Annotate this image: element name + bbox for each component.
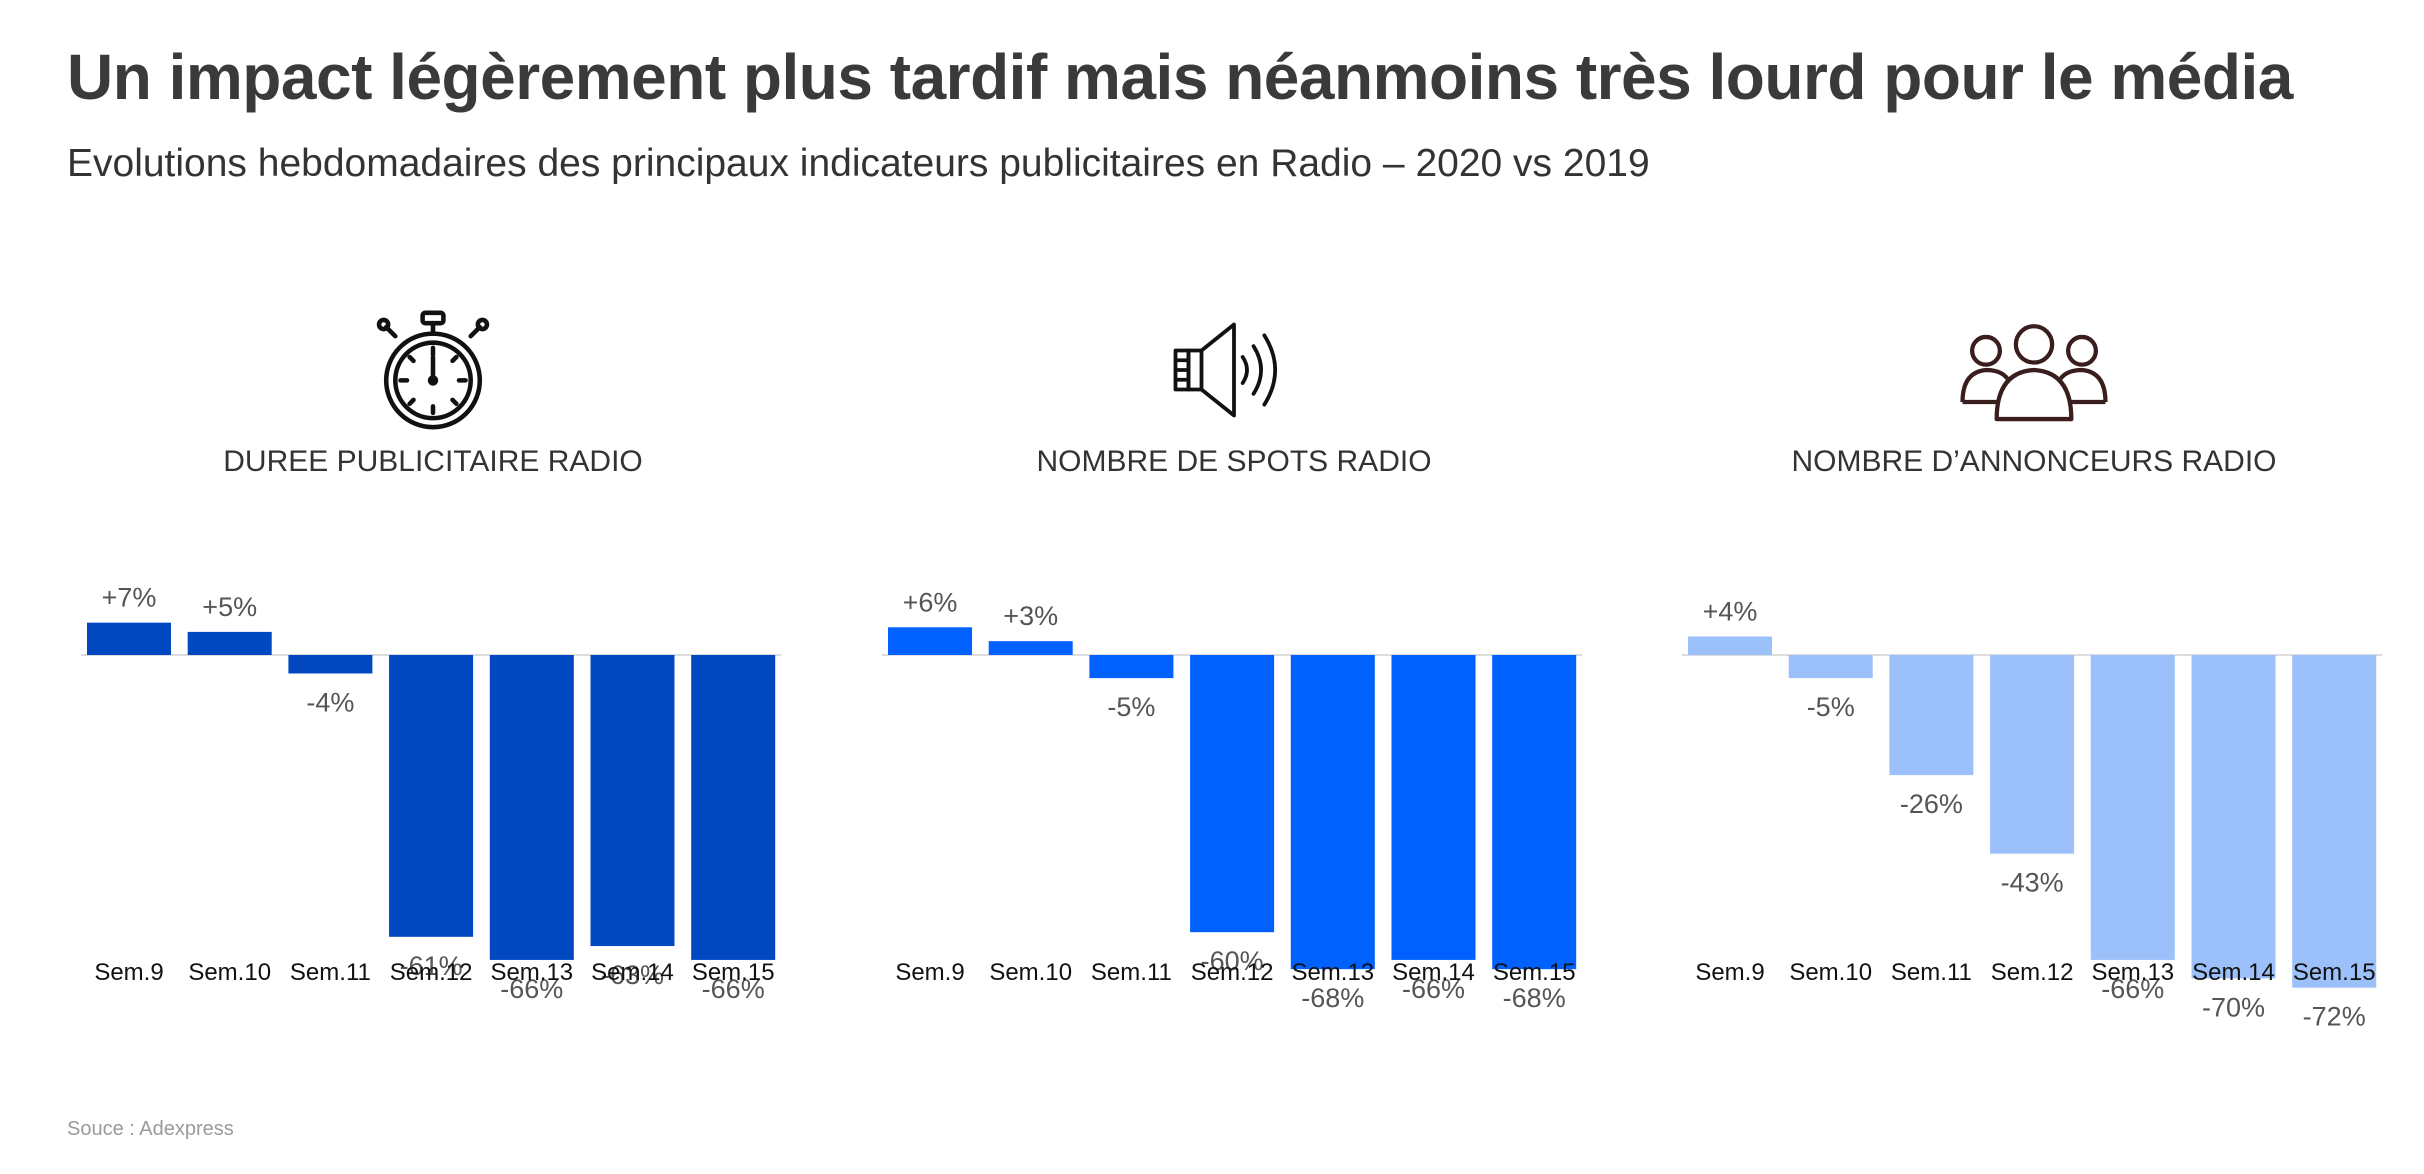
bar xyxy=(1688,636,1772,655)
bar xyxy=(691,655,776,960)
data-label: +6% xyxy=(903,587,958,617)
data-label: +7% xyxy=(102,583,157,613)
data-label: +4% xyxy=(1703,597,1758,627)
bar xyxy=(389,655,474,937)
category-label: Sem.9 xyxy=(94,959,163,986)
category-label: Sem.14 xyxy=(1392,959,1475,986)
category-label: Sem.13 xyxy=(1291,959,1374,986)
bar xyxy=(1089,655,1174,679)
category-label: Sem.14 xyxy=(2192,959,2275,986)
speaker-icon xyxy=(1173,322,1277,418)
data-label: -66% xyxy=(500,974,563,1004)
category-label: Sem.11 xyxy=(1891,959,1972,986)
chart-heading: NOMBRE DE SPOTS RADIO xyxy=(1036,445,1432,478)
data-label: -63% xyxy=(601,960,664,990)
bar xyxy=(288,655,373,674)
page-title: Un impact légèrement plus tardif mais né… xyxy=(67,41,2293,113)
category-label: Sem.9 xyxy=(1695,959,1764,986)
category-label: Sem.13 xyxy=(2091,959,2174,986)
data-label: -4% xyxy=(306,687,354,717)
category-label: Sem.14 xyxy=(591,959,674,986)
category-label: Sem.15 xyxy=(2293,959,2376,986)
data-label: -66% xyxy=(2101,974,2164,1004)
data-label: +5% xyxy=(202,592,257,622)
chart-heading: NOMBRE D’ANNONCEURS RADIO xyxy=(1791,445,2277,478)
chart-panel-spots: NOMBRE DE SPOTS RADIO +6% Sem.9 +3% Sem.10 -… xyxy=(864,300,1604,1090)
data-label: -66% xyxy=(1402,974,1465,1004)
bar xyxy=(1788,655,1873,679)
data-label: -68% xyxy=(1503,983,1566,1013)
source-note: Souce : Adexpress xyxy=(67,1118,234,1140)
chart-panel-duree: DUREE PUBLICITAIRE RADIO +7% Sem.9 +5% Sem.… xyxy=(63,300,803,1090)
category-label: Sem.12 xyxy=(390,959,473,986)
bar xyxy=(590,655,675,947)
bar xyxy=(2292,655,2377,988)
data-label: -72% xyxy=(2303,1002,2366,1032)
data-label: -61% xyxy=(400,951,463,981)
bar xyxy=(888,627,972,655)
category-label: Sem.15 xyxy=(692,959,775,986)
bar xyxy=(1190,655,1275,933)
bar xyxy=(1391,655,1476,960)
category-label: Sem.10 xyxy=(188,959,271,986)
bar xyxy=(489,655,574,960)
bar-chart: +4% Sem.9 -5% Sem.10 -26% Sem.11 -43% Sem.12 -66… xyxy=(1682,597,2383,1032)
chart-heading: DUREE PUBLICITAIRE RADIO xyxy=(223,445,643,478)
bar xyxy=(2090,655,2175,960)
category-label: Sem.13 xyxy=(490,959,573,986)
data-label: -43% xyxy=(2001,868,2064,898)
bar xyxy=(1889,655,1974,776)
people-group-icon xyxy=(1960,324,2108,422)
data-label: -5% xyxy=(1807,692,1855,722)
data-label: -68% xyxy=(1301,983,1364,1013)
bar-chart: +6% Sem.9 +3% Sem.10 -5% Sem.11 -60%Sem.12 -68%… xyxy=(882,587,1583,1013)
bar xyxy=(1990,655,2075,854)
bar xyxy=(1290,655,1375,970)
bar-chart: +7% Sem.9 +5% Sem.10 -4% Sem.11 -61%Sem.12 -66%… xyxy=(81,583,782,1004)
category-label: Sem.10 xyxy=(1789,959,1872,986)
bar xyxy=(1492,655,1577,970)
chart-panel-annonceurs: NOMBRE D’ANNONCEURS RADIO +4% Sem.9 -5% Sem… xyxy=(1664,300,2404,1090)
category-label: Sem.11 xyxy=(290,959,371,986)
data-label: -66% xyxy=(702,974,765,1004)
category-label: Sem.12 xyxy=(1991,959,2074,986)
category-label: Sem.11 xyxy=(1091,959,1172,986)
bar xyxy=(187,631,272,655)
stopwatch-icon xyxy=(376,310,490,430)
data-label: -26% xyxy=(1900,789,1963,819)
page-subtitle: Evolutions hebdomadaires des principaux … xyxy=(67,142,1650,185)
data-label: -70% xyxy=(2202,992,2265,1022)
bar xyxy=(2191,655,2276,979)
data-label: -5% xyxy=(1107,692,1155,722)
data-label: -60% xyxy=(1201,946,1264,976)
category-label: Sem.10 xyxy=(989,959,1072,986)
bar xyxy=(988,641,1073,655)
category-label: Sem.12 xyxy=(1191,959,1274,986)
category-label: Sem.15 xyxy=(1493,959,1576,986)
bar xyxy=(87,622,171,655)
data-label: +3% xyxy=(1003,601,1058,631)
category-label: Sem.9 xyxy=(895,959,964,986)
